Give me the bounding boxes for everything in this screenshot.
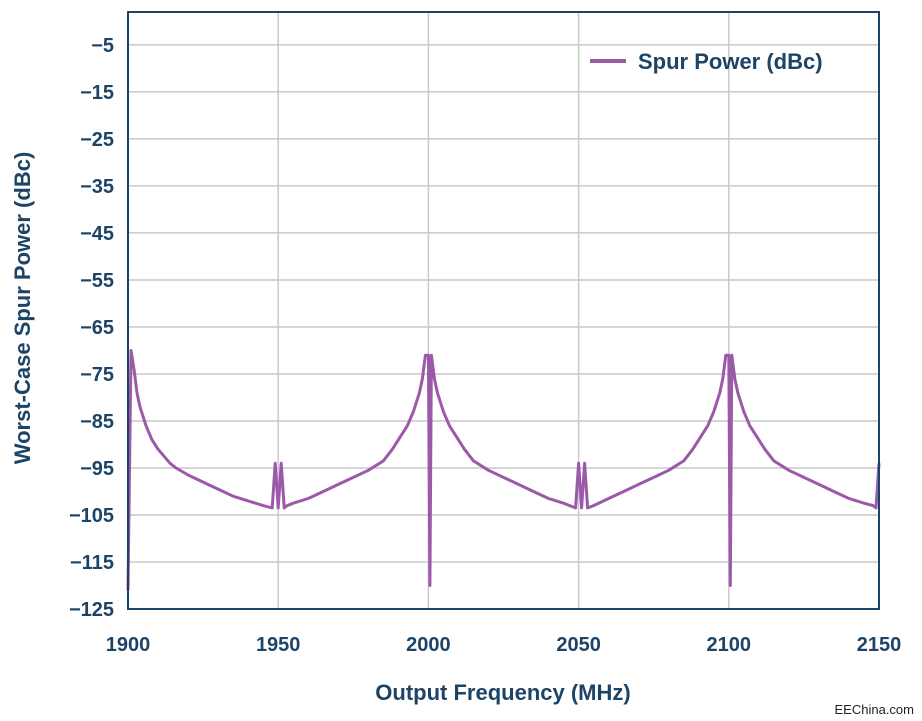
watermark-text: EEChina.com [835,702,914,717]
y-axis-title: Worst-Case Spur Power (dBc) [10,152,35,465]
y-tick-label: −75 [80,364,114,386]
y-tick-label: −85 [80,411,114,433]
x-tick-label: 1950 [256,634,301,656]
series-line-spur-power [126,349,881,591]
x-tick-label: 1900 [106,634,151,656]
x-axis-title: Output Frequency (MHz) [375,680,630,705]
y-tick-label: −5 [91,35,114,57]
y-tick-label: −65 [80,317,114,339]
x-tick-label: 2150 [857,634,902,656]
y-tick-labels: −5 −15 −25 −35 −45 −55 −65 −75 −85 −95 −105 −115 −12… [69,35,114,621]
x-tick-label: 2100 [707,634,752,656]
y-tick-label: −95 [80,458,114,480]
x-tick-label: 2050 [556,634,601,656]
legend: Spur Power (dBc) [590,49,823,74]
y-tick-label: −25 [80,129,114,151]
x-tick-label: 2000 [406,634,451,656]
series-layer [126,349,881,591]
y-tick-label: −35 [80,176,114,198]
y-tick-label: −125 [69,599,114,621]
y-tick-label: −105 [69,505,114,527]
x-tick-labels: 1900 1950 2000 2050 2100 2150 [106,634,902,656]
y-tick-label: −15 [80,82,114,104]
y-tick-label: −55 [80,270,114,292]
plot-frame [127,11,880,610]
legend-label: Spur Power (dBc) [638,49,823,74]
y-tick-label: −115 [70,552,114,574]
y-tick-label: −45 [80,223,114,245]
